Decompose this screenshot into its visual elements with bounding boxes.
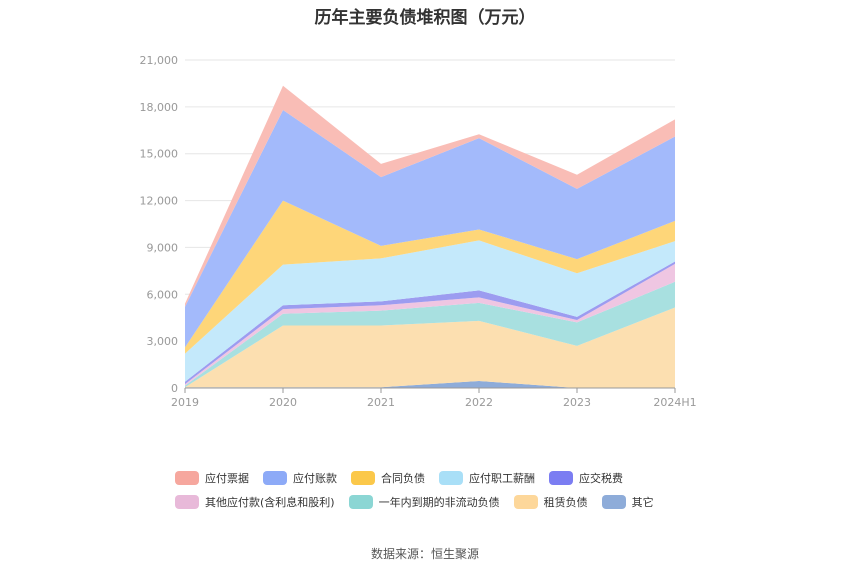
legend-label: 其它: [631, 496, 654, 509]
legend-item[interactable]: 应付账款: [263, 470, 337, 486]
area-应付职工薪酬: [185, 240, 675, 382]
legend-item[interactable]: 应付职工薪酬: [439, 470, 535, 486]
y-tick-label: 18,000: [140, 101, 179, 114]
legend-swatch: [175, 471, 199, 485]
legend: 应付票据 应付账款 合同负债 应付职工薪酬 应交税费 其他应付款(含利息和股利) 一年内到…: [175, 470, 695, 518]
y-tick-label: 0: [171, 382, 178, 395]
legend-item[interactable]: 合同负债: [351, 470, 425, 486]
legend-item[interactable]: 租赁负债: [513, 494, 588, 510]
legend-swatch: [263, 471, 287, 485]
legend-label: 应付职工薪酬: [469, 472, 535, 485]
area-租赁负债: [185, 307, 675, 388]
legend-label: 一年内到期的非流动负债: [378, 496, 500, 509]
legend-swatch: [348, 495, 373, 509]
x-tick-label: 2024H1: [653, 396, 696, 409]
legend-swatch: [601, 495, 626, 509]
legend-swatch: [513, 495, 538, 509]
legend-item[interactable]: 一年内到期的非流动负债: [348, 494, 500, 510]
legend-label: 合同负债: [381, 472, 425, 485]
legend-label: 其他应付款(含利息和股利): [205, 496, 335, 509]
x-tick-label: 2021: [367, 396, 395, 409]
x-tick-label: 2019: [171, 396, 199, 409]
x-tick-label: 2022: [465, 396, 493, 409]
axes: 0 3,000 6,000 9,000 12,000 15,000 18,000 21,000…: [140, 54, 697, 409]
data-source-note: 数据来源：恒生聚源: [370, 547, 479, 561]
area-一年内到期的非流动负债: [185, 281, 675, 388]
x-tick-label: 2023: [563, 396, 591, 409]
chart-title: 历年主要负债堆积图（万元）: [314, 8, 536, 28]
legend-row: 应付票据 应付账款 合同负债 应付职工薪酬 应交税费: [175, 470, 695, 486]
legend-label: 租赁负债: [543, 496, 588, 509]
y-tick-label: 15,000: [140, 148, 179, 161]
y-tick-label: 6,000: [147, 288, 179, 301]
y-tick-label: 9,000: [147, 241, 179, 254]
area-series: [185, 85, 675, 388]
legend-item[interactable]: 应付票据: [175, 470, 249, 486]
x-tick-label: 2020: [269, 396, 297, 409]
legend-swatch: [549, 471, 573, 485]
legend-item[interactable]: 其他应付款(含利息和股利): [175, 494, 335, 510]
y-tick-label: 3,000: [147, 335, 179, 348]
y-tick-label: 12,000: [140, 195, 179, 208]
legend-row: 其他应付款(含利息和股利) 一年内到期的非流动负债 租赁负债 其它: [175, 494, 695, 510]
area-合同负债: [185, 200, 675, 354]
legend-item[interactable]: 其它: [601, 494, 654, 510]
legend-swatch: [175, 495, 199, 509]
legend-label: 应交税费: [579, 472, 623, 485]
legend-label: 应付票据: [205, 472, 249, 485]
legend-label: 应付账款: [293, 472, 337, 485]
area-应付账款: [185, 109, 675, 348]
legend-item[interactable]: 应交税费: [549, 470, 623, 486]
legend-swatch: [351, 471, 375, 485]
y-tick-label: 21,000: [140, 54, 179, 67]
legend-swatch: [439, 471, 463, 485]
